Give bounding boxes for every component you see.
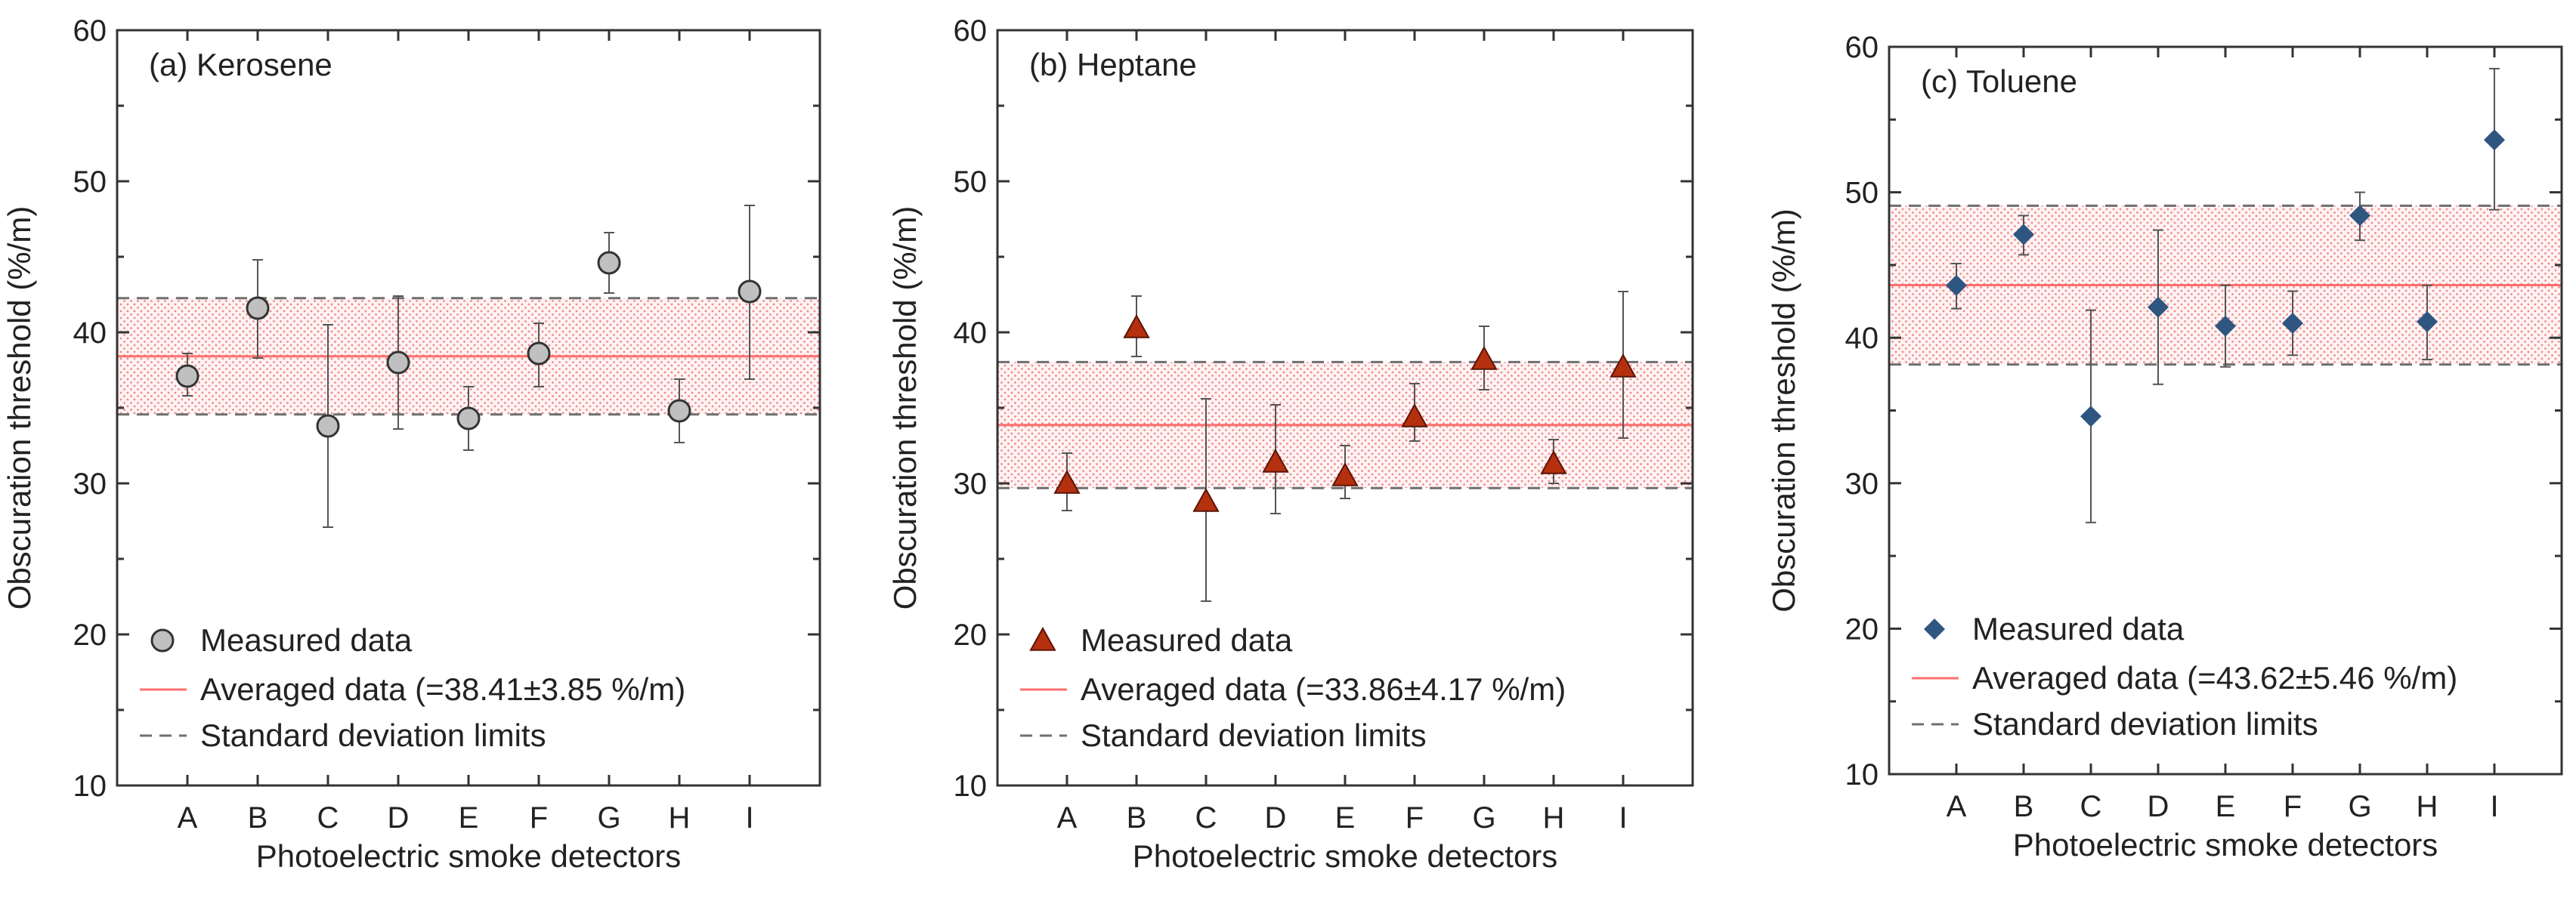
legend-measured: Measured data (1081, 622, 1293, 658)
data-point (1053, 469, 1081, 494)
data-point (738, 279, 762, 304)
y-tick-label: 30 (954, 468, 988, 501)
data-point (527, 341, 551, 366)
x-tick-label: G (1472, 801, 1495, 835)
x-tick-label: A (1947, 790, 1967, 823)
panel-title: (c) Toluene (1921, 63, 2077, 99)
x-tick-label: F (1406, 801, 1424, 835)
y-axis-label: Obscuration threshold (%/m) (887, 206, 923, 610)
data-point (316, 414, 340, 438)
chart-panel-c: 10 20 30 40 50 60 A B C D E F G H I Photoelectric smoke… (1766, 31, 2563, 863)
data-point (386, 350, 410, 375)
y-tick-label: 10 (73, 770, 107, 803)
y-tick-label: 30 (73, 468, 107, 501)
y-tick-label: 30 (1845, 468, 1879, 501)
y-tick-label: 20 (73, 619, 107, 652)
data-point (1610, 353, 1637, 378)
data-point (1540, 449, 1567, 474)
y-tick-label: 10 (954, 770, 988, 803)
data-point (175, 364, 199, 388)
y-tick-label: 40 (1845, 322, 1879, 355)
data-point (1401, 403, 1428, 427)
x-axis-label: Photoelectric smoke detectors (2013, 827, 2438, 863)
x-tick-label: A (178, 801, 198, 835)
data-point (456, 406, 481, 430)
x-tick-label: D (2148, 790, 2169, 823)
x-tick-label: F (530, 801, 548, 835)
x-tick-label: E (2216, 790, 2236, 823)
x-tick-label: D (388, 801, 410, 835)
y-axis-label: Obscuration threshold (%/m) (1766, 208, 1801, 613)
legend-stdlimits: Standard deviation limits (200, 717, 546, 753)
legend-marker-measured (1029, 626, 1056, 651)
y-tick-label: 50 (954, 165, 988, 199)
panel-title: (b) Heptane (1029, 47, 1197, 82)
chart-panel-b: 10 20 30 40 50 60 A B C D E F G H I Photoelectric smoke… (887, 14, 1694, 874)
legend-measured: Measured data (200, 622, 413, 658)
legend-marker-measured (150, 628, 175, 653)
data-point (2349, 205, 2370, 227)
data-point (2080, 406, 2101, 427)
data-point (1123, 313, 1150, 338)
chart-panel-a: 10 20 30 40 50 60 A B C D E F G H I Photoelectric smoke… (2, 14, 821, 874)
y-tick-label: 60 (73, 14, 107, 48)
y-axis-label: Obscuration threshold (%/m) (2, 206, 37, 610)
legend-measured: Measured data (1972, 611, 2185, 646)
data-point (1262, 448, 1289, 473)
y-tick-label: 20 (1845, 613, 1879, 646)
x-tick-label: I (1619, 801, 1627, 835)
data-point (1946, 274, 1967, 296)
legend-marker-measured (1924, 619, 1945, 640)
x-tick-label: G (2348, 790, 2371, 823)
data-point (2148, 296, 2169, 318)
x-tick-label: G (597, 801, 620, 835)
y-tick-label: 50 (1845, 177, 1879, 210)
x-tick-label: I (745, 801, 753, 835)
x-tick-label: I (2490, 790, 2498, 823)
legend-averaged: Averaged data (=33.86±4.17 %/m) (1081, 671, 1566, 707)
x-tick-label: H (2417, 790, 2438, 823)
y-tick-label: 60 (954, 14, 988, 48)
x-tick-label: H (1543, 801, 1565, 835)
x-tick-label: E (459, 801, 479, 835)
data-point (2013, 224, 2034, 245)
data-point (1470, 345, 1498, 370)
panel-title: (a) Kerosene (149, 47, 332, 82)
x-tick-label: C (317, 801, 339, 835)
data-point (2484, 129, 2505, 151)
x-tick-label: E (1335, 801, 1356, 835)
data-point (2215, 315, 2236, 337)
x-tick-label: F (2284, 790, 2302, 823)
data-point (597, 251, 621, 275)
y-tick-label: 20 (954, 619, 988, 652)
legend-averaged: Averaged data (=43.62±5.46 %/m) (1972, 660, 2457, 696)
data-point (246, 296, 270, 320)
x-tick-label: C (1195, 801, 1217, 835)
data-point (1331, 461, 1359, 486)
x-tick-label: C (2080, 790, 2102, 823)
data-point (2282, 312, 2303, 334)
data-point (667, 399, 691, 423)
x-tick-label: B (1127, 801, 1147, 835)
x-tick-label: B (248, 801, 268, 835)
y-tick-label: 50 (73, 165, 107, 199)
y-tick-label: 40 (73, 316, 107, 350)
x-tick-label: A (1057, 801, 1078, 835)
x-tick-label: D (1265, 801, 1287, 835)
y-tick-label: 60 (1845, 31, 1879, 64)
legend-stdlimits: Standard deviation limits (1081, 717, 1427, 753)
legend-stdlimits: Standard deviation limits (1972, 706, 2318, 742)
x-tick-label: H (669, 801, 691, 835)
data-point (2417, 311, 2438, 333)
y-tick-label: 10 (1845, 758, 1879, 792)
x-axis-label: Photoelectric smoke detectors (1133, 838, 1558, 874)
y-tick-label: 40 (954, 316, 988, 350)
data-point (1192, 487, 1220, 512)
x-axis-label: Photoelectric smoke detectors (256, 838, 682, 874)
x-tick-label: B (2014, 790, 2034, 823)
legend-averaged: Averaged data (=38.41±3.85 %/m) (200, 671, 685, 707)
